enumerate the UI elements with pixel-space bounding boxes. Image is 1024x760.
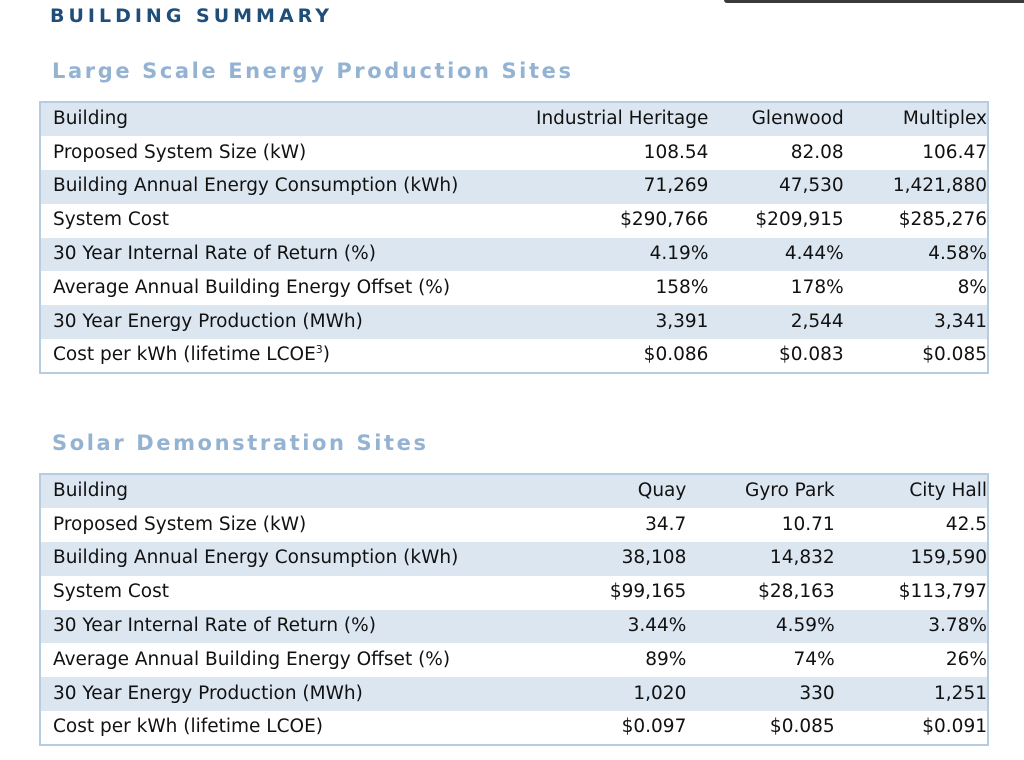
table-cell: 82.08 [790, 141, 844, 163]
table-row: Average Annual Building Energy Offset (%… [40, 643, 988, 677]
table-row: Cost per kWh (lifetime LCOE3) $0.086 $0.… [40, 339, 988, 373]
column-header: Building [53, 108, 129, 130]
solar-demo-sites-table: Building Quay Gyro Park City Hall Propos… [39, 473, 989, 747]
table-cell: 3,341 [934, 311, 987, 333]
table-cell: $28,163 [758, 581, 835, 603]
window-top-edge [724, 0, 1024, 3]
column-header: Multiplex [902, 108, 987, 130]
large-scale-sites-table: Building Industrial Heritage Glenwood Mu… [39, 101, 989, 375]
table-row: Cost per kWh (lifetime LCOE) $0.097 $0.0… [40, 711, 988, 745]
table-cell: 330 [799, 683, 835, 705]
column-header: City Hall [909, 480, 987, 502]
table-cell: 4.58% [928, 243, 987, 265]
column-header: Industrial Heritage [536, 108, 709, 130]
table-row: Proposed System Size (kW) 108.54 82.08 1… [40, 136, 988, 170]
table-cell: $290,766 [620, 209, 709, 231]
table-row: 30 Year Energy Production (MWh) 3,391 2,… [40, 305, 988, 340]
row-label: Proposed System Size (kW) [53, 513, 307, 535]
table-cell: $99,165 [609, 581, 687, 603]
table-cell: $0.097 [621, 716, 687, 738]
row-label: Average Annual Building Energy Offset (%… [53, 277, 451, 299]
table-cell: $0.085 [922, 344, 987, 366]
row-label: 30 Year Energy Production (MWh) [53, 311, 363, 333]
row-label-text: Cost per kWh (lifetime LCOE [53, 344, 316, 366]
section-title-large-scale: Large Scale Energy Production Sites [52, 59, 574, 83]
table-cell: 178% [790, 277, 844, 299]
table-header-row: Building Industrial Heritage Glenwood Mu… [40, 102, 988, 136]
table-cell: $113,797 [898, 581, 987, 603]
footnote-marker: 3 [315, 343, 323, 357]
row-label: Building Annual Energy Consumption (kWh) [53, 547, 459, 569]
column-header: Quay [637, 480, 687, 502]
column-header: Glenwood [751, 108, 844, 130]
table-cell: 2,544 [790, 311, 844, 333]
section-title-solar-demo: Solar Demonstration Sites [52, 431, 429, 455]
table-row: Building Annual Energy Consumption (kWh)… [40, 541, 988, 576]
table-cell: 8% [957, 277, 987, 299]
row-label: 30 Year Internal Rate of Return (%) [53, 615, 376, 637]
row-label: Cost per kWh (lifetime LCOE3) [40, 339, 508, 373]
table-row: 30 Year Energy Production (MWh) 1,020 33… [40, 677, 988, 712]
table-row: System Cost $290,766 $209,915 $285,276 [40, 204, 988, 238]
table-cell: 106.47 [922, 141, 987, 163]
table-cell: 108.54 [643, 141, 709, 163]
table-cell: $0.085 [769, 716, 835, 738]
table-cell: 26% [945, 649, 987, 671]
table-cell: 47,530 [778, 175, 844, 197]
table-cell: 74% [793, 649, 835, 671]
table-cell: 14,832 [769, 547, 835, 569]
table-cell: $209,915 [755, 209, 844, 231]
table-cell: 3.44% [627, 615, 687, 637]
table-cell: 89% [645, 649, 687, 671]
table-cell: 4.19% [649, 243, 709, 265]
table-cell: 159,590 [910, 547, 987, 569]
table-cell: 1,020 [633, 683, 687, 705]
row-label: Building Annual Energy Consumption (kWh) [53, 175, 459, 197]
table-cell: $0.091 [922, 716, 987, 738]
table-cell: 34.7 [645, 513, 687, 535]
row-label: Average Annual Building Energy Offset (%… [53, 649, 451, 671]
column-header: Gyro Park [744, 480, 835, 502]
table-cell: 38,108 [621, 547, 687, 569]
table-cell: 4.59% [775, 615, 835, 637]
table-cell: $0.086 [643, 344, 709, 366]
table-row: Proposed System Size (kW) 34.7 10.71 42.… [40, 508, 988, 542]
table-row: Building Annual Energy Consumption (kWh)… [40, 169, 988, 204]
table-cell: 4.44% [784, 243, 844, 265]
row-label: Proposed System Size (kW) [53, 141, 307, 163]
table-cell: $0.083 [778, 344, 844, 366]
table-row: 30 Year Internal Rate of Return (%) 4.19… [40, 237, 988, 272]
table-row: System Cost $99,165 $28,163 $113,797 [40, 576, 988, 610]
table-cell: 10.71 [781, 513, 835, 535]
row-label: 30 Year Energy Production (MWh) [53, 683, 363, 705]
table-cell: 1,421,880 [892, 175, 987, 197]
table-cell: 158% [655, 277, 709, 299]
table-row: 30 Year Internal Rate of Return (%) 3.44… [40, 609, 988, 644]
table-header-row: Building Quay Gyro Park City Hall [40, 474, 988, 508]
row-label: System Cost [53, 581, 169, 603]
table-cell: 42.5 [945, 513, 987, 535]
table-cell: 3,391 [655, 311, 709, 333]
table-cell: $285,276 [898, 209, 987, 231]
row-label-suffix: ) [322, 344, 330, 366]
column-header: Building [53, 480, 129, 502]
page-title: BUILDING SUMMARY [50, 5, 334, 27]
row-label: Cost per kWh (lifetime LCOE) [53, 716, 323, 738]
row-label: System Cost [53, 209, 169, 231]
table-row: Average Annual Building Energy Offset (%… [40, 271, 988, 305]
table-cell: 3.78% [928, 615, 987, 637]
table-cell: 71,269 [643, 175, 709, 197]
table-cell: 1,251 [934, 683, 987, 705]
row-label: 30 Year Internal Rate of Return (%) [53, 243, 376, 265]
